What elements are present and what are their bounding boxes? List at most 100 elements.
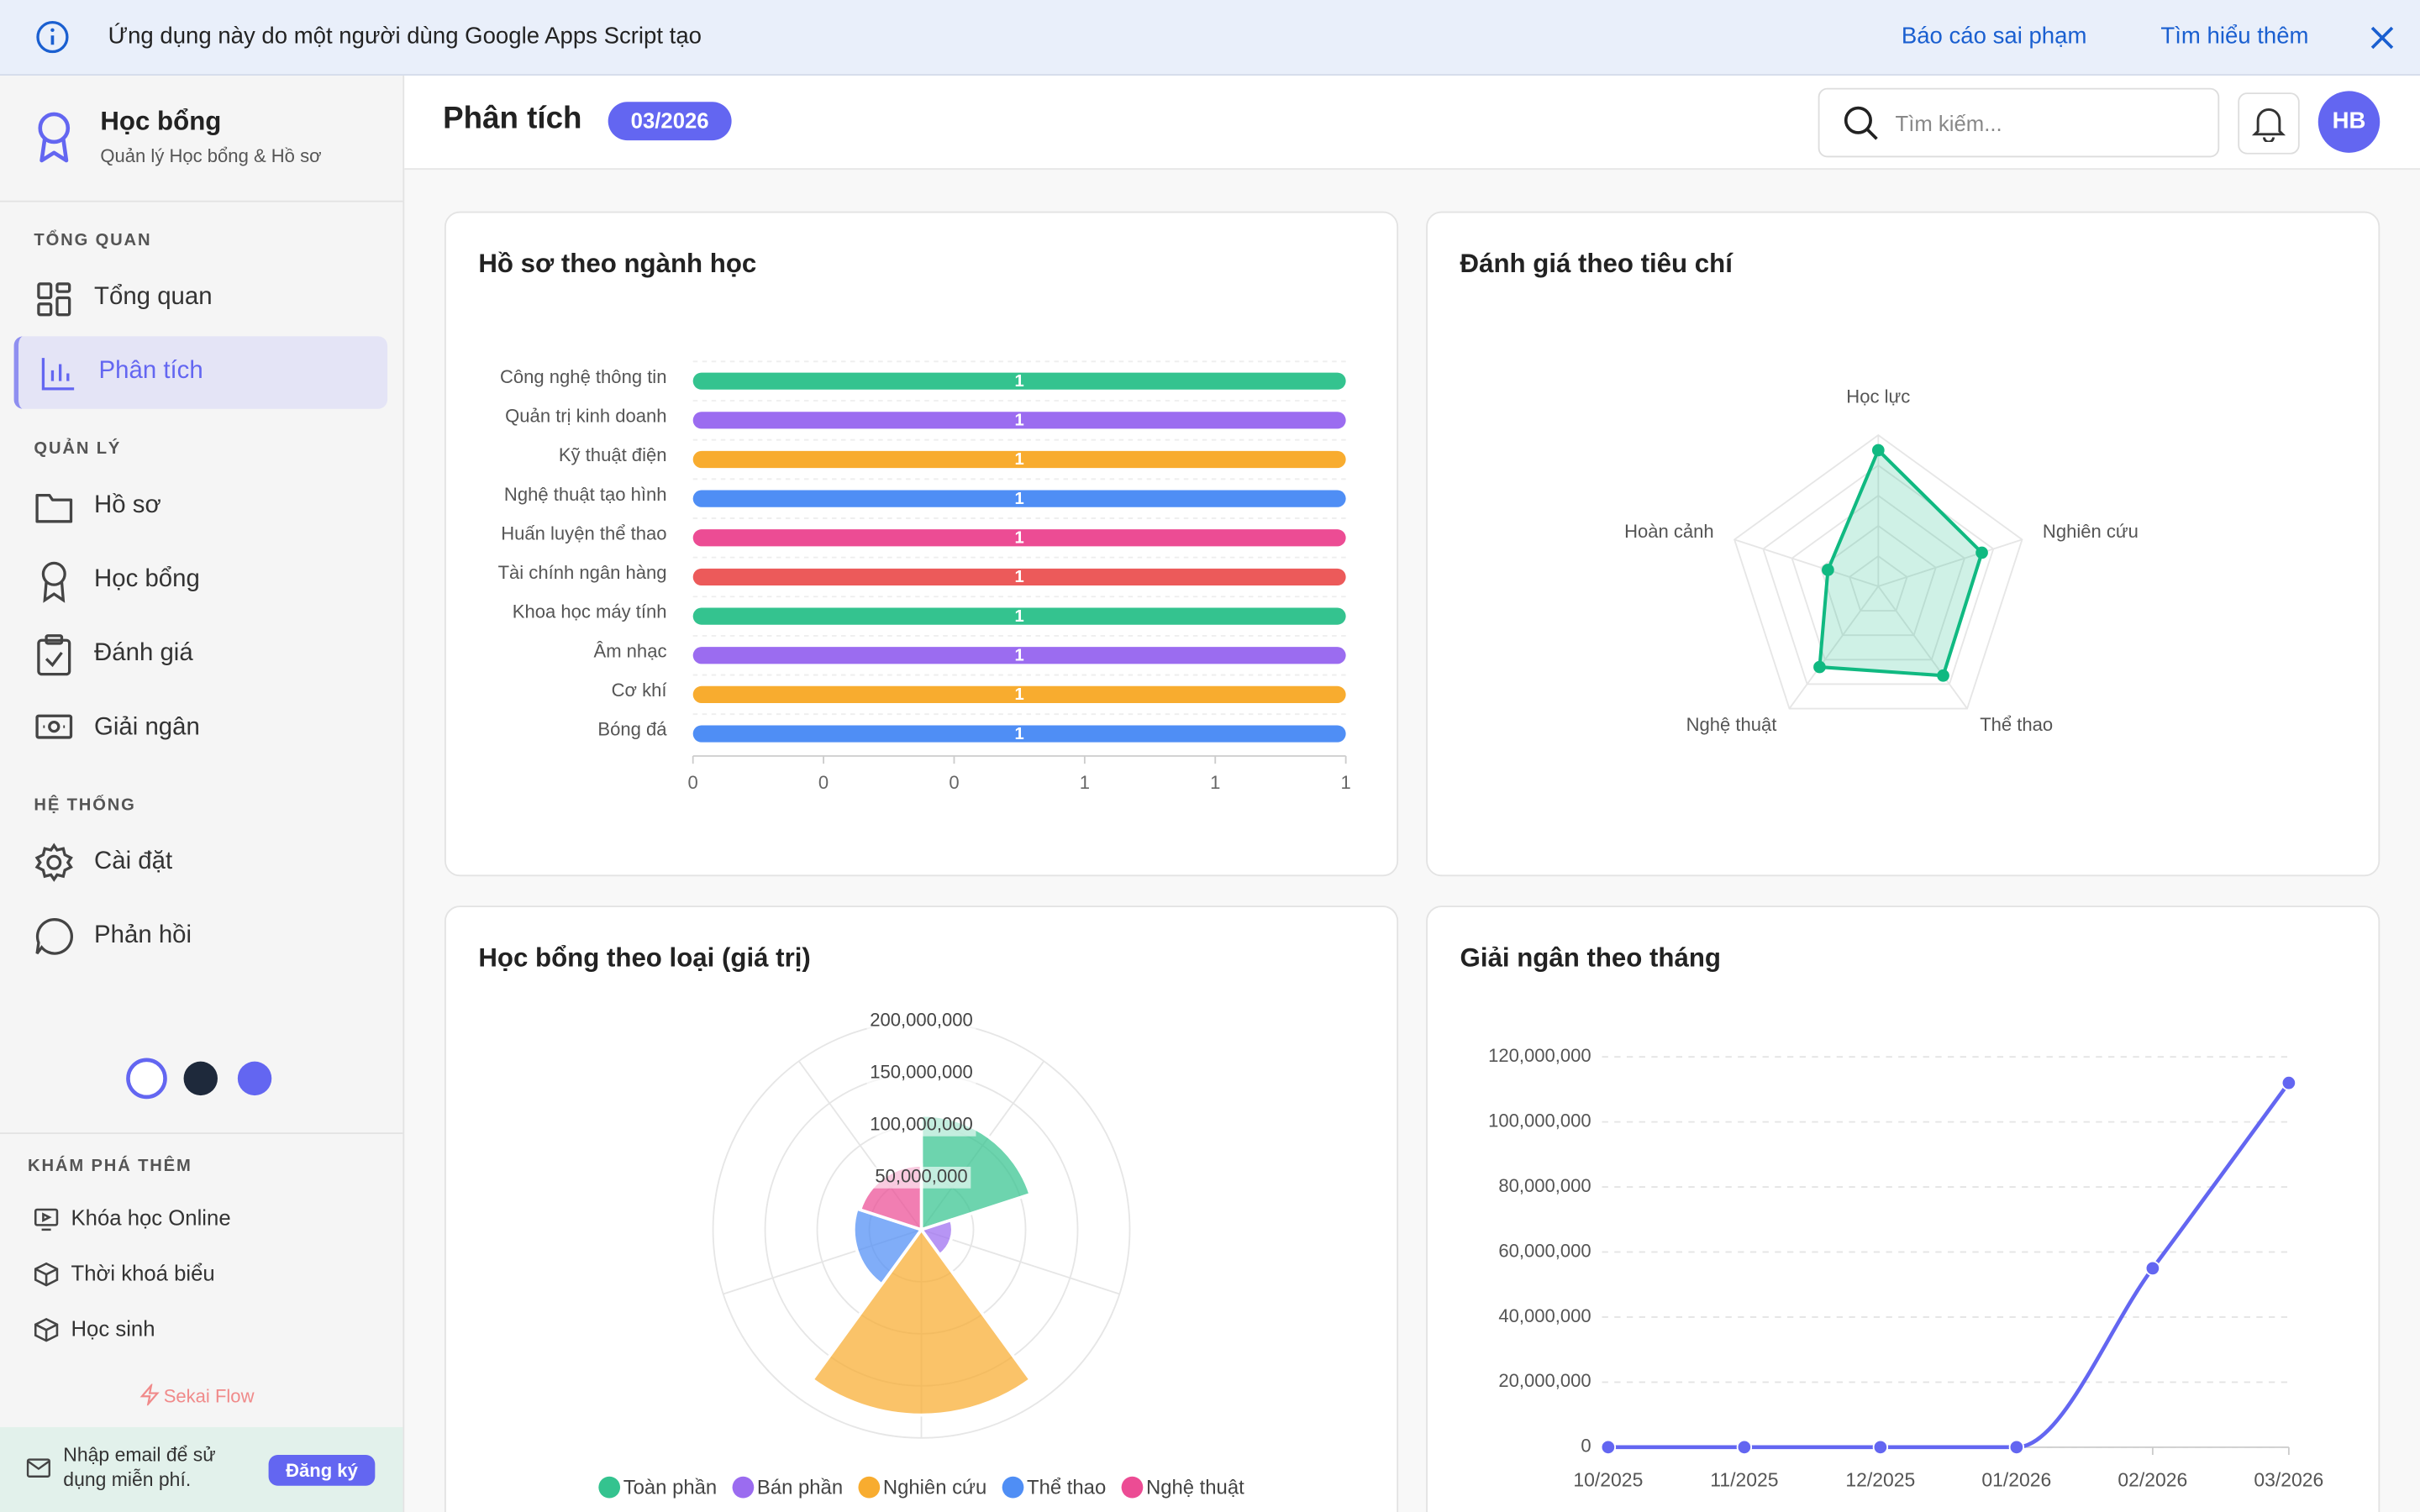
nav-icon <box>37 282 71 317</box>
legend: Toàn phần Bán phần Nghiên cứu Thể thao Nghệ … <box>598 1476 1244 1499</box>
header: Phân tích 03/2026 Tìm kiếm... HB <box>404 76 2420 171</box>
report-link[interactable]: Báo cáo sai phạm <box>1901 23 2087 50</box>
bar <box>692 607 1346 625</box>
explore-item[interactable]: Học sinh <box>71 1315 155 1341</box>
value-label: 1 <box>1015 568 1024 586</box>
signup-button[interactable]: Đăng ký <box>268 1455 376 1486</box>
y-tick-label: 0 <box>1581 1436 1591 1457</box>
bar <box>692 372 1346 390</box>
avatar[interactable]: HB <box>2317 91 2381 153</box>
y-tick-label: Bóng đá <box>597 719 667 740</box>
period-badge[interactable]: 03/2026 <box>608 102 732 141</box>
polar-sector <box>852 1206 924 1287</box>
x-tick-label: 12/2025 <box>1845 1468 1915 1490</box>
search-placeholder: Tìm kiếm... <box>1895 111 2002 136</box>
bar <box>692 450 1346 469</box>
nav-icon <box>41 561 66 603</box>
value-label: 1 <box>1015 529 1024 548</box>
section-title: QUẢN LÝ <box>34 439 122 459</box>
section-title: KHÁM PHÁ THÊM <box>28 1157 192 1176</box>
notification-button[interactable] <box>2238 92 2300 155</box>
explore-item[interactable]: Khóa học Online <box>71 1205 231 1230</box>
legend-label: Thể thao <box>1027 1477 1106 1499</box>
y-tick-label: 40,000,000 <box>1498 1305 1591 1326</box>
value-label: 1 <box>1015 607 1024 626</box>
legend-label: Bán phần <box>757 1477 843 1499</box>
card <box>1426 906 2381 1512</box>
explore-icon <box>34 1317 59 1342</box>
value-label: 1 <box>1015 685 1024 704</box>
chart-title: Giải ngân theo tháng <box>1460 943 1721 973</box>
footer-brand[interactable]: Sekai Flow <box>163 1385 255 1408</box>
r-tick-bg <box>866 1115 976 1137</box>
nav-active-bg[interactable] <box>13 336 388 409</box>
nav-icon <box>35 493 73 523</box>
nav-item[interactable]: Đánh giá <box>94 640 193 667</box>
line-point <box>2008 1439 2025 1456</box>
line-point <box>2281 1074 2297 1091</box>
signup-text: Nhập email để sử dụng miễn phí. <box>63 1444 216 1491</box>
line-point <box>2144 1260 2161 1277</box>
nav-icon <box>35 714 73 739</box>
nav-item[interactable]: Phản hồi <box>94 922 192 949</box>
x-tick-label: 01/2026 <box>1981 1468 2051 1490</box>
y-tick-label: Tài chính ngân hàng <box>498 562 667 583</box>
bar <box>692 647 1346 664</box>
close-button[interactable] <box>2369 24 2395 50</box>
radar-ring <box>1762 464 1995 685</box>
polar-sector <box>810 1226 1033 1417</box>
explore-icon <box>34 1262 59 1287</box>
theme-switcher <box>126 1058 272 1100</box>
legend-label: Toàn phần <box>623 1477 717 1499</box>
radar-point <box>1822 564 1834 576</box>
nav-item[interactable]: Hồ sơ <box>94 491 161 519</box>
radar-ring <box>1733 433 2023 710</box>
x-tick-label: 0 <box>688 772 698 793</box>
r-tick-label: 100,000,000 <box>870 1114 973 1135</box>
value-label: 1 <box>1015 450 1024 469</box>
nav-item[interactable]: Cài đặt <box>94 848 173 875</box>
divider <box>0 200 403 202</box>
y-tick-label: Kỹ thuật điện <box>559 444 667 465</box>
r-tick-label: 200,000,000 <box>870 1010 973 1031</box>
nav-item[interactable]: Giải ngân <box>94 714 200 741</box>
r-tick-label: 150,000,000 <box>870 1062 973 1083</box>
x-tick-label: 02/2026 <box>2118 1468 2187 1490</box>
value-label: 1 <box>1015 412 1024 430</box>
line-point <box>1600 1439 1617 1456</box>
radar-point <box>1813 660 1826 674</box>
legend-label: Nghệ thuật <box>1146 1477 1244 1499</box>
theme-purple[interactable] <box>237 1061 272 1096</box>
r-tick-bg <box>866 1063 976 1084</box>
nav-item[interactable]: Học bổng <box>94 566 200 593</box>
explore-item[interactable]: Thời khoá biểu <box>71 1260 215 1286</box>
y-tick-label: 100,000,000 <box>1488 1110 1591 1131</box>
chart-title: Đánh giá theo tiêu chí <box>1460 249 1734 278</box>
info-icon <box>36 20 69 54</box>
value-label: 1 <box>1015 490 1024 508</box>
radar-spoke <box>1788 585 1880 710</box>
nav-icon <box>41 358 75 391</box>
bolt-icon <box>139 1383 160 1406</box>
nav-item-active[interactable]: Phân tích <box>98 358 203 385</box>
radar-spoke <box>1733 538 1879 587</box>
banner-message: Ứng dụng này do một người dùng Google Ap… <box>108 23 702 50</box>
axis-label: Nghệ thuật <box>1686 714 1777 735</box>
learn-more-link[interactable]: Tìm hiểu thêm <box>2160 23 2309 50</box>
signup-box: Nhập email để sử dụng miễn phí. Đăng ký <box>0 1426 403 1512</box>
theme-light[interactable] <box>126 1058 167 1100</box>
radar-point <box>1871 444 1885 457</box>
section-title: TỔNG QUAN <box>34 231 152 250</box>
nav-item[interactable]: Tổng quan <box>94 283 213 311</box>
y-tick-label: 20,000,000 <box>1498 1370 1591 1391</box>
axis-label: Nghiên cứu <box>2043 521 2139 542</box>
section-title: HỆ THỐNG <box>34 795 136 815</box>
theme-dark[interactable] <box>183 1061 218 1096</box>
search-box[interactable]: Tìm kiếm... <box>1818 87 2220 158</box>
axis-label: Học lực <box>1846 386 1910 407</box>
line-point <box>1872 1439 1889 1456</box>
nav-icon <box>37 634 71 676</box>
nav-icon <box>34 843 73 882</box>
radar-ring <box>1791 494 1966 661</box>
